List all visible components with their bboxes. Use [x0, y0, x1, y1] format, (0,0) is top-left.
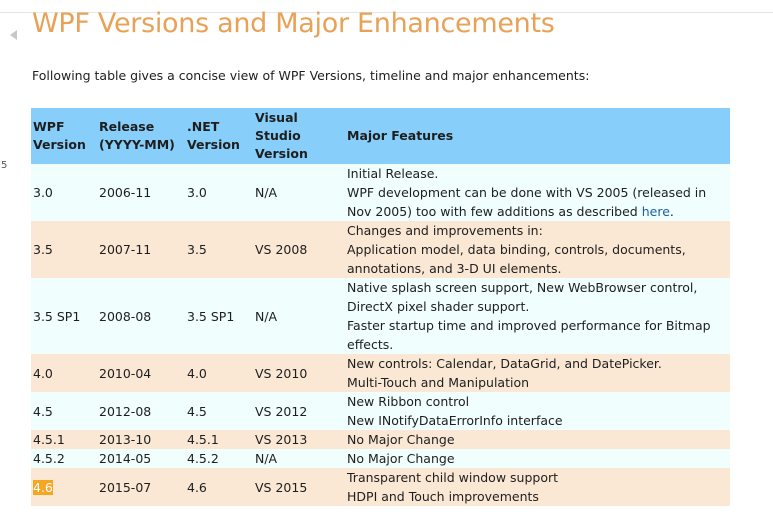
cell-features: No Major Change [345, 430, 730, 449]
table-row: 4.6 2015-07 4.6 VS 2015 Transparent chil… [31, 468, 730, 506]
cell-release: 2008-08 [97, 278, 185, 354]
cell-net-version: 4.0 [185, 354, 253, 392]
feature-line: New Ribbon control [347, 394, 470, 409]
here-link[interactable]: here [641, 204, 670, 219]
cell-vs-version: VS 2008 [253, 221, 345, 278]
cell-net-version: 4.5.2 [185, 449, 253, 468]
header-net-version: .NET Version [185, 108, 253, 164]
cell-wpf-version: 4.5.2 [31, 449, 97, 468]
cell-features: No Major Change [345, 449, 730, 468]
page-title: WPF Versions and Major Enhancements [32, 8, 555, 39]
feature-line: Initial Release. [347, 166, 439, 181]
feature-line: New INotifyDataErrorInfo interface [347, 413, 563, 428]
versions-table: WPF Version Release (YYYY-MM) .NET Versi… [31, 108, 730, 506]
cell-vs-version: N/A [253, 449, 345, 468]
cell-release: 2014-05 [97, 449, 185, 468]
cell-release: 2015-07 [97, 468, 185, 506]
header-net-line2: Version [187, 137, 240, 152]
cell-net-version: 4.5.1 [185, 430, 253, 449]
cell-net-version: 4.6 [185, 468, 253, 506]
header-vs-version: Visual Studio Version [253, 108, 345, 164]
header-wpf-version: WPF Version [31, 108, 97, 164]
feature-line: Changes and improvements in: [347, 223, 543, 238]
feature-line-suffix: . [669, 204, 674, 219]
feature-line: New controls: Calendar, DataGrid, and Da… [347, 356, 662, 371]
table-row: 4.0 2010-04 4.0 VS 2010 New controls: Ca… [31, 354, 730, 392]
table-row: 4.5.1 2013-10 4.5.1 VS 2013 No Major Cha… [31, 430, 730, 449]
header-release: Release (YYYY-MM) [97, 108, 185, 164]
header-net-line1: .NET [187, 119, 220, 134]
cell-vs-version: VS 2012 [253, 392, 345, 430]
feature-line: Native splash screen support, New WebBro… [347, 280, 698, 295]
table-row: 4.5.2 2014-05 4.5.2 N/A No Major Change [31, 449, 730, 468]
feature-line: Transparent child window support [347, 470, 559, 485]
feature-line: DirectX pixel shader support. [347, 299, 530, 314]
feature-line: No Major Change [347, 432, 455, 447]
feature-line: Application model, data binding, control… [347, 242, 686, 276]
cell-vs-version: VS 2015 [253, 468, 345, 506]
cell-wpf-version: 4.5 [31, 392, 97, 430]
cell-vs-version: VS 2013 [253, 430, 345, 449]
cell-net-version: 3.5 SP1 [185, 278, 253, 354]
gutter-number: 5 [1, 160, 8, 171]
cell-release: 2012-08 [97, 392, 185, 430]
cell-release: 2007-11 [97, 221, 185, 278]
table-row: 3.5 SP1 2008-08 3.5 SP1 N/A Native splas… [31, 278, 730, 354]
feature-line: Multi-Touch and Manipulation [347, 375, 530, 390]
table-row: 3.0 2006-11 3.0 N/A Initial Release. WPF… [31, 164, 730, 221]
cell-features: Changes and improvements in: Application… [345, 221, 730, 278]
table-header-row: WPF Version Release (YYYY-MM) .NET Versi… [31, 108, 730, 164]
cell-wpf-version: 3.5 [31, 221, 97, 278]
header-wpf-line2: Version [33, 137, 86, 152]
header-major-features: Major Features [345, 108, 730, 164]
table-row: 4.5 2012-08 4.5 VS 2012 New Ribbon contr… [31, 392, 730, 430]
cell-wpf-version: 4.0 [31, 354, 97, 392]
cell-features: Native splash screen support, New WebBro… [345, 278, 730, 354]
feature-line-with-link: WPF development can be done with VS 2005… [347, 183, 728, 221]
cell-vs-version: N/A [253, 278, 345, 354]
cell-net-version: 3.5 [185, 221, 253, 278]
cell-vs-version: N/A [253, 164, 345, 221]
collapse-arrow-icon[interactable] [10, 30, 17, 40]
cell-features: New controls: Calendar, DataGrid, and Da… [345, 354, 730, 392]
cell-release: 2006-11 [97, 164, 185, 221]
cell-features: Transparent child window support HDPI an… [345, 468, 730, 506]
header-release-line2: (YYYY-MM) [99, 137, 175, 152]
cell-features: Initial Release. WPF development can be … [345, 164, 730, 221]
feature-line: HDPI and Touch improvements [347, 489, 539, 504]
cell-wpf-version: 3.0 [31, 164, 97, 221]
cell-wpf-version: 3.5 SP1 [31, 278, 97, 354]
header-vs-line1: Visual Studio [255, 110, 301, 143]
cell-net-version: 4.5 [185, 392, 253, 430]
cell-vs-version: VS 2010 [253, 354, 345, 392]
cell-release: 2013-10 [97, 430, 185, 449]
header-wpf-line1: WPF [33, 119, 65, 134]
cell-wpf-version: 4.5.1 [31, 430, 97, 449]
cell-net-version: 3.0 [185, 164, 253, 221]
feature-line: No Major Change [347, 451, 455, 466]
cell-wpf-version: 4.6 [31, 468, 97, 506]
intro-text: Following table gives a concise view of … [32, 68, 590, 83]
cell-release: 2010-04 [97, 354, 185, 392]
feature-line: WPF development can be done with VS 2005… [347, 185, 707, 219]
header-release-line1: Release [99, 119, 155, 134]
table-row: 3.5 2007-11 3.5 VS 2008 Changes and impr… [31, 221, 730, 278]
top-edge [0, 0, 773, 13]
header-vs-line2: Version [255, 146, 308, 161]
feature-line: Faster startup time and improved perform… [347, 318, 711, 352]
selected-text-highlight[interactable]: 4.6 [33, 479, 53, 495]
cell-features: New Ribbon control New INotifyDataErrorI… [345, 392, 730, 430]
